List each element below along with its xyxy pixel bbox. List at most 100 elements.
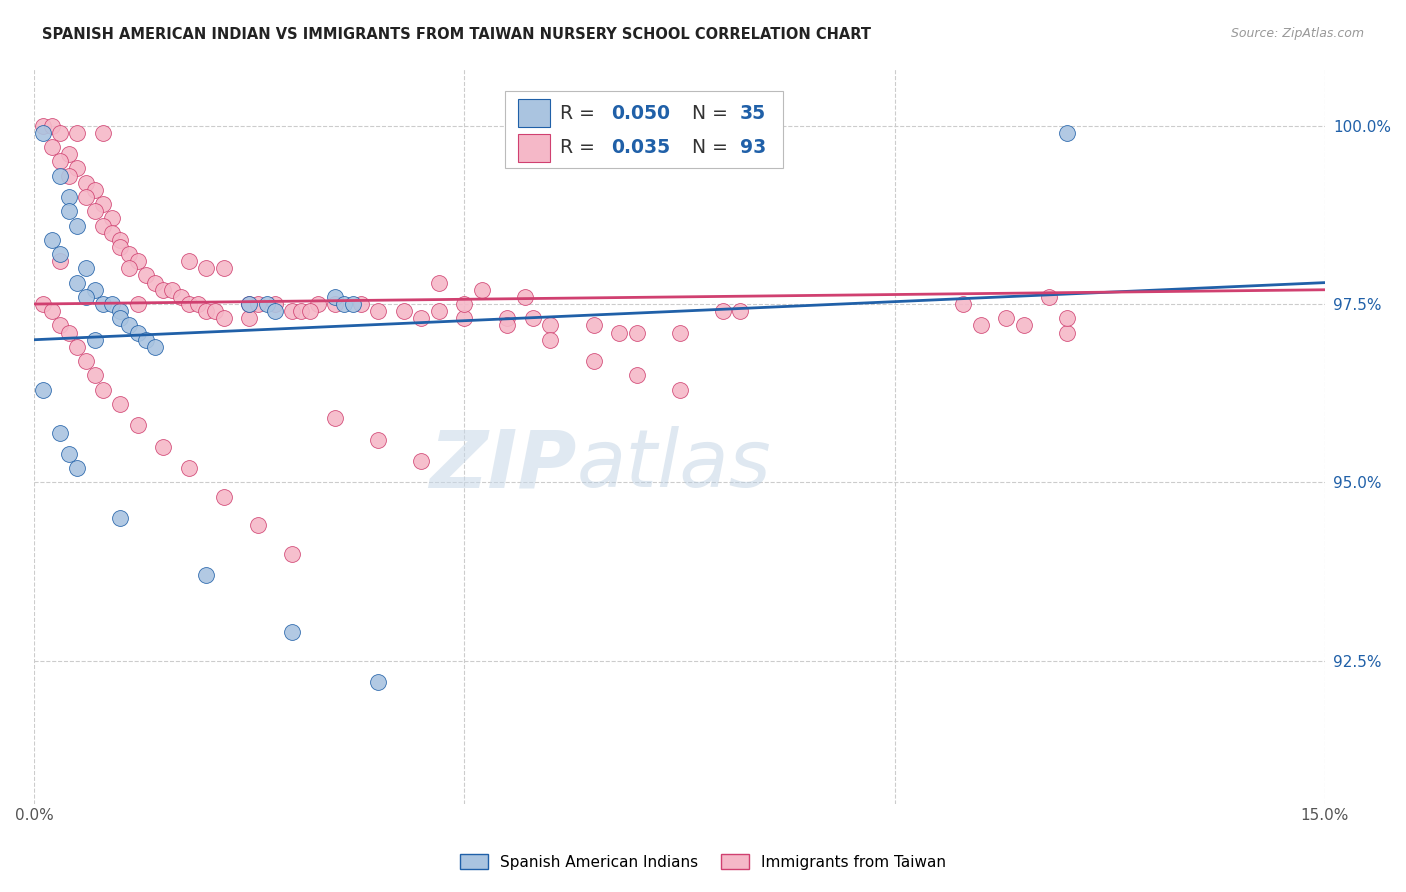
Point: [58, 169, 80, 183]
Point: [110, 511, 132, 525]
Point: [496, 318, 519, 333]
Point: [110, 304, 132, 318]
Point: [58, 204, 80, 219]
Point: [728, 304, 751, 318]
Text: 93: 93: [740, 138, 766, 157]
Point: [32, 383, 55, 397]
Point: [32, 119, 55, 133]
Point: [143, 276, 166, 290]
Point: [212, 311, 235, 326]
Point: [453, 297, 475, 311]
Point: [333, 297, 356, 311]
Point: [522, 311, 544, 326]
Point: [969, 318, 991, 333]
Point: [411, 454, 433, 468]
Point: [118, 247, 141, 261]
Point: [41, 304, 63, 318]
Point: [411, 311, 433, 326]
Point: [83, 368, 105, 383]
Point: [247, 518, 270, 533]
Point: [152, 440, 174, 454]
Point: [238, 297, 260, 311]
Point: [83, 283, 105, 297]
Point: [607, 326, 630, 340]
Point: [582, 318, 605, 333]
Point: [75, 176, 97, 190]
Point: [367, 304, 389, 318]
Point: [238, 297, 260, 311]
Point: [1056, 311, 1078, 326]
Point: [118, 318, 141, 333]
Text: atlas: atlas: [576, 426, 770, 505]
Point: [91, 126, 114, 140]
Point: [110, 240, 132, 254]
Point: [58, 147, 80, 161]
Point: [101, 297, 124, 311]
Point: [995, 311, 1018, 326]
Point: [212, 261, 235, 276]
Text: N =: N =: [679, 103, 734, 123]
Point: [75, 190, 97, 204]
Point: [238, 311, 260, 326]
Point: [83, 204, 105, 219]
Point: [204, 304, 226, 318]
Point: [75, 290, 97, 304]
Point: [83, 183, 105, 197]
Point: [41, 119, 63, 133]
Point: [110, 233, 132, 247]
FancyBboxPatch shape: [505, 91, 783, 168]
Point: [110, 397, 132, 411]
Text: R =: R =: [560, 103, 600, 123]
Point: [118, 261, 141, 276]
Point: [264, 297, 287, 311]
FancyBboxPatch shape: [519, 134, 551, 161]
Text: 35: 35: [740, 103, 766, 123]
Point: [66, 126, 89, 140]
Point: [58, 326, 80, 340]
Point: [127, 418, 149, 433]
Point: [169, 290, 191, 304]
Point: [256, 297, 278, 311]
Point: [49, 318, 72, 333]
Point: [427, 276, 450, 290]
Point: [325, 297, 347, 311]
Point: [453, 311, 475, 326]
Point: [513, 290, 536, 304]
Point: [281, 547, 304, 561]
Point: [668, 326, 690, 340]
Text: SPANISH AMERICAN INDIAN VS IMMIGRANTS FROM TAIWAN NURSERY SCHOOL CORRELATION CHA: SPANISH AMERICAN INDIAN VS IMMIGRANTS FR…: [42, 27, 872, 42]
Point: [1038, 290, 1060, 304]
Point: [471, 283, 494, 297]
Point: [135, 333, 157, 347]
Point: [952, 297, 974, 311]
Point: [427, 304, 450, 318]
Point: [91, 219, 114, 233]
Text: N =: N =: [679, 138, 734, 157]
Text: R =: R =: [560, 138, 600, 157]
Point: [281, 625, 304, 640]
Point: [152, 283, 174, 297]
Point: [540, 333, 562, 347]
Point: [101, 211, 124, 226]
Point: [41, 233, 63, 247]
Point: [127, 297, 149, 311]
Point: [49, 247, 72, 261]
Point: [66, 219, 89, 233]
Point: [49, 154, 72, 169]
Point: [1056, 326, 1078, 340]
Point: [496, 311, 519, 326]
Point: [66, 461, 89, 475]
Point: [75, 354, 97, 368]
Text: 0.035: 0.035: [612, 138, 671, 157]
Point: [626, 368, 648, 383]
Point: [367, 675, 389, 690]
Point: [1012, 318, 1035, 333]
Point: [66, 340, 89, 354]
Point: [49, 254, 72, 268]
Point: [342, 297, 364, 311]
Point: [668, 383, 690, 397]
Point: [582, 354, 605, 368]
Point: [127, 326, 149, 340]
Point: [41, 140, 63, 154]
Point: [91, 197, 114, 211]
